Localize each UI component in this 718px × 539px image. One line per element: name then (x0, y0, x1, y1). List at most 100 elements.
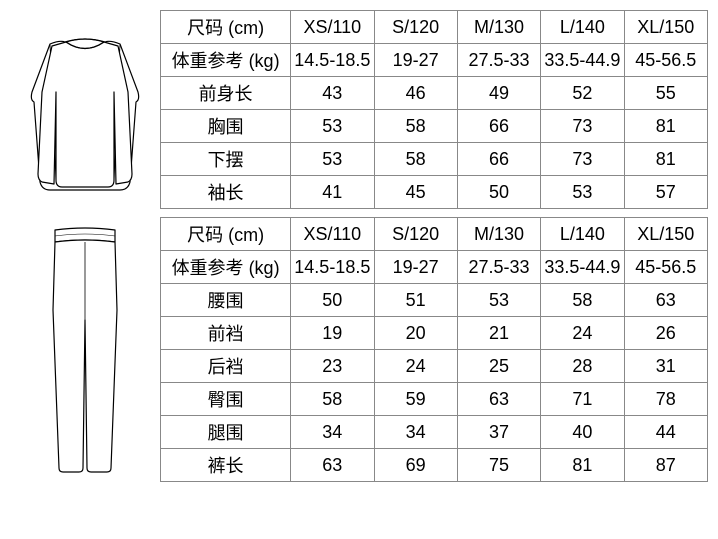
table-row: 前裆 19 20 21 24 26 (161, 317, 708, 350)
row-label: 前身长 (161, 77, 291, 110)
header-cell: XS/110 (291, 11, 374, 44)
shirt-illustration (10, 22, 160, 197)
cell: 69 (374, 449, 457, 482)
cell: 75 (457, 449, 540, 482)
cell: 14.5-18.5 (291, 44, 374, 77)
cell: 81 (624, 110, 707, 143)
cell: 24 (541, 317, 624, 350)
table-row: 裤长 63 69 75 81 87 (161, 449, 708, 482)
header-cell: M/130 (457, 218, 540, 251)
cell: 53 (291, 143, 374, 176)
cell: 14.5-18.5 (291, 251, 374, 284)
cell: 24 (374, 350, 457, 383)
table-row: 下摆 53 58 66 73 81 (161, 143, 708, 176)
cell: 21 (457, 317, 540, 350)
cell: 59 (374, 383, 457, 416)
cell: 20 (374, 317, 457, 350)
cell: 33.5-44.9 (541, 44, 624, 77)
table-row: 腰围 50 51 53 58 63 (161, 284, 708, 317)
row-label: 后裆 (161, 350, 291, 383)
header-cell: L/140 (541, 11, 624, 44)
cell: 34 (374, 416, 457, 449)
top-section: 尺码 (cm) XS/110 S/120 M/130 L/140 XL/150 … (10, 10, 708, 209)
cell: 34 (291, 416, 374, 449)
pants-size-table: 尺码 (cm) XS/110 S/120 M/130 L/140 XL/150 … (160, 217, 708, 482)
cell: 63 (457, 383, 540, 416)
bottom-section: 尺码 (cm) XS/110 S/120 M/130 L/140 XL/150 … (10, 217, 708, 482)
cell: 43 (291, 77, 374, 110)
cell: 81 (541, 449, 624, 482)
row-label: 体重参考 (kg) (161, 44, 291, 77)
cell: 41 (291, 176, 374, 209)
cell: 55 (624, 77, 707, 110)
cell: 37 (457, 416, 540, 449)
cell: 31 (624, 350, 707, 383)
cell: 66 (457, 110, 540, 143)
cell: 87 (624, 449, 707, 482)
cell: 81 (624, 143, 707, 176)
cell: 19-27 (374, 251, 457, 284)
cell: 19-27 (374, 44, 457, 77)
cell: 50 (291, 284, 374, 317)
row-label: 腰围 (161, 284, 291, 317)
pants-illustration (10, 220, 160, 480)
cell: 58 (374, 110, 457, 143)
cell: 53 (541, 176, 624, 209)
cell: 27.5-33 (457, 251, 540, 284)
cell: 58 (291, 383, 374, 416)
header-cell: S/120 (374, 11, 457, 44)
cell: 49 (457, 77, 540, 110)
header-cell: XL/150 (624, 218, 707, 251)
table-row: 袖长 41 45 50 53 57 (161, 176, 708, 209)
header-cell: XS/110 (291, 218, 374, 251)
cell: 66 (457, 143, 540, 176)
row-label: 前裆 (161, 317, 291, 350)
row-label: 腿围 (161, 416, 291, 449)
row-label: 体重参考 (kg) (161, 251, 291, 284)
cell: 63 (624, 284, 707, 317)
header-cell: 尺码 (cm) (161, 11, 291, 44)
cell: 25 (457, 350, 540, 383)
header-cell: S/120 (374, 218, 457, 251)
table-row: 尺码 (cm) XS/110 S/120 M/130 L/140 XL/150 (161, 218, 708, 251)
shirt-size-table: 尺码 (cm) XS/110 S/120 M/130 L/140 XL/150 … (160, 10, 708, 209)
cell: 71 (541, 383, 624, 416)
cell: 57 (624, 176, 707, 209)
cell: 19 (291, 317, 374, 350)
cell: 44 (624, 416, 707, 449)
cell: 73 (541, 110, 624, 143)
row-label: 裤长 (161, 449, 291, 482)
cell: 45-56.5 (624, 44, 707, 77)
cell: 50 (457, 176, 540, 209)
header-cell: 尺码 (cm) (161, 218, 291, 251)
cell: 27.5-33 (457, 44, 540, 77)
table-row: 胸围 53 58 66 73 81 (161, 110, 708, 143)
cell: 51 (374, 284, 457, 317)
cell: 78 (624, 383, 707, 416)
table-row: 后裆 23 24 25 28 31 (161, 350, 708, 383)
cell: 63 (291, 449, 374, 482)
cell: 40 (541, 416, 624, 449)
cell: 53 (291, 110, 374, 143)
table-row: 前身长 43 46 49 52 55 (161, 77, 708, 110)
cell: 73 (541, 143, 624, 176)
header-cell: XL/150 (624, 11, 707, 44)
row-label: 臀围 (161, 383, 291, 416)
cell: 58 (374, 143, 457, 176)
header-cell: M/130 (457, 11, 540, 44)
cell: 33.5-44.9 (541, 251, 624, 284)
table-row: 尺码 (cm) XS/110 S/120 M/130 L/140 XL/150 (161, 11, 708, 44)
table-row: 腿围 34 34 37 40 44 (161, 416, 708, 449)
row-label: 胸围 (161, 110, 291, 143)
cell: 26 (624, 317, 707, 350)
shirt-icon (20, 22, 150, 197)
cell: 23 (291, 350, 374, 383)
table-row: 体重参考 (kg) 14.5-18.5 19-27 27.5-33 33.5-4… (161, 251, 708, 284)
row-label: 下摆 (161, 143, 291, 176)
table-row: 臀围 58 59 63 71 78 (161, 383, 708, 416)
cell: 46 (374, 77, 457, 110)
cell: 53 (457, 284, 540, 317)
cell: 45-56.5 (624, 251, 707, 284)
cell: 52 (541, 77, 624, 110)
row-label: 袖长 (161, 176, 291, 209)
